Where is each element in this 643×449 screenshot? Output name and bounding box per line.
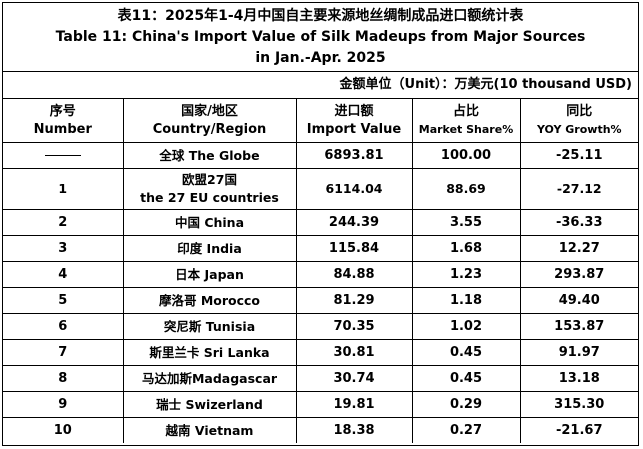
header-number: 序号 Number (3, 99, 124, 143)
row-growth: 293.87 (519, 261, 638, 288)
row-country: 日本 Japan (122, 261, 297, 288)
table-row: 5 摩洛哥 Morocco 81.29 1.18 49.40 (3, 287, 638, 314)
row-value: 18.38 (295, 417, 413, 443)
table-row: 4 日本 Japan 84.88 1.23 293.87 (3, 261, 638, 288)
row-growth: 315.30 (519, 391, 638, 418)
header-row: 序号 Number 国家/地区 Country/Region 进口额 Import V… (3, 99, 638, 143)
row-growth: 49.40 (519, 287, 638, 314)
header-growth: 同比 YOY Growth% (519, 99, 638, 143)
row-country: 欧盟27国 the 27 EU countries (122, 168, 297, 210)
row-share: 3.55 (411, 209, 521, 236)
row-share: 1.23 (411, 261, 521, 288)
table-row: 7 斯里兰卡 Sri Lanka 30.81 0.45 91.97 (3, 339, 638, 366)
row-number: 10 (3, 417, 124, 443)
row-number: 5 (3, 287, 124, 314)
row-value: 115.84 (295, 235, 413, 262)
table-row: 2 中国 China 244.39 3.55 -36.33 (3, 209, 638, 236)
table-row: 8 马达加斯Madagascar 30.74 0.45 13.18 (3, 365, 638, 392)
row-value: 30.74 (295, 365, 413, 392)
row-value: 6114.04 (295, 168, 413, 210)
row-share: 0.29 (411, 391, 521, 418)
row-number-dash (3, 142, 124, 169)
row-value: 84.88 (295, 261, 413, 288)
row-growth: -36.33 (519, 209, 638, 236)
row-country: 斯里兰卡 Sri Lanka (122, 339, 297, 366)
row-country: 印度 India (122, 235, 297, 262)
row-share: 1.18 (411, 287, 521, 314)
row-country: 全球 The Globe (122, 142, 297, 169)
dash-mark (44, 154, 81, 156)
row-number: 1 (3, 168, 124, 210)
row-growth: 91.97 (519, 339, 638, 366)
row-growth: 153.87 (519, 313, 638, 340)
row-share: 0.45 (411, 339, 521, 366)
row-value: 6893.81 (295, 142, 413, 169)
row-share: 1.02 (411, 313, 521, 340)
row-value: 81.29 (295, 287, 413, 314)
table-row: 3 印度 India 115.84 1.68 12.27 (3, 235, 638, 262)
row-share: 100.00 (411, 142, 521, 169)
row-growth: 12.27 (519, 235, 638, 262)
row-growth: -21.67 (519, 417, 638, 443)
row-value: 70.35 (295, 313, 413, 340)
table-row: 1 欧盟27国 the 27 EU countries 6114.04 88.69… (3, 168, 638, 210)
row-country: 突尼斯 Tunisia (122, 313, 297, 340)
title-en-line2: in Jan.-Apr. 2025 (255, 50, 386, 66)
title-zh: 表11：2025年1-4月中国自主要来源地丝绸制成品进口额统计表 (117, 8, 524, 24)
row-number: 3 (3, 235, 124, 262)
header-share: 占比 Market Share% (411, 99, 521, 143)
row-value: 30.81 (295, 339, 413, 366)
row-growth: 13.18 (519, 365, 638, 392)
title-en-line1: Table 11: China's Import Value of Silk M… (55, 29, 586, 45)
row-country: 越南 Vietnam (122, 417, 297, 443)
row-number: 7 (3, 339, 124, 366)
header-country: 国家/地区 Country/Region (122, 99, 297, 143)
table-row: 全球 The Globe 6893.81 100.00 -25.11 (3, 142, 638, 169)
row-share: 0.27 (411, 417, 521, 443)
table-row: 6 突尼斯 Tunisia 70.35 1.02 153.87 (3, 313, 638, 340)
import-table: 序号 Number 国家/地区 Country/Region 进口额 Import V… (3, 99, 638, 443)
row-number: 2 (3, 209, 124, 236)
row-number: 8 (3, 365, 124, 392)
row-number: 4 (3, 261, 124, 288)
row-share: 0.45 (411, 365, 521, 392)
unit-label: 金额单位（Unit）：万美元(10 thousand USD) (3, 72, 638, 99)
row-number: 9 (3, 391, 124, 418)
row-share: 1.68 (411, 235, 521, 262)
row-number: 6 (3, 313, 124, 340)
row-country: 中国 China (122, 209, 297, 236)
row-share: 88.69 (411, 168, 521, 210)
row-country: 瑞士 Swizerland (122, 391, 297, 418)
row-growth: -25.11 (519, 142, 638, 169)
table-row: 10 越南 Vietnam 18.38 0.27 -21.67 (3, 417, 638, 443)
row-country: 马达加斯Madagascar (122, 365, 297, 392)
row-value: 19.81 (295, 391, 413, 418)
row-value: 244.39 (295, 209, 413, 236)
row-growth: -27.12 (519, 168, 638, 210)
table-title: 表11：2025年1-4月中国自主要来源地丝绸制成品进口额统计表 Table 1… (3, 3, 638, 72)
import-table-frame: 表11：2025年1-4月中国自主要来源地丝绸制成品进口额统计表 Table 1… (2, 2, 639, 446)
table-row: 9 瑞士 Swizerland 19.81 0.29 315.30 (3, 391, 638, 418)
header-value: 进口额 Import Value (295, 99, 413, 143)
row-country: 摩洛哥 Morocco (122, 287, 297, 314)
